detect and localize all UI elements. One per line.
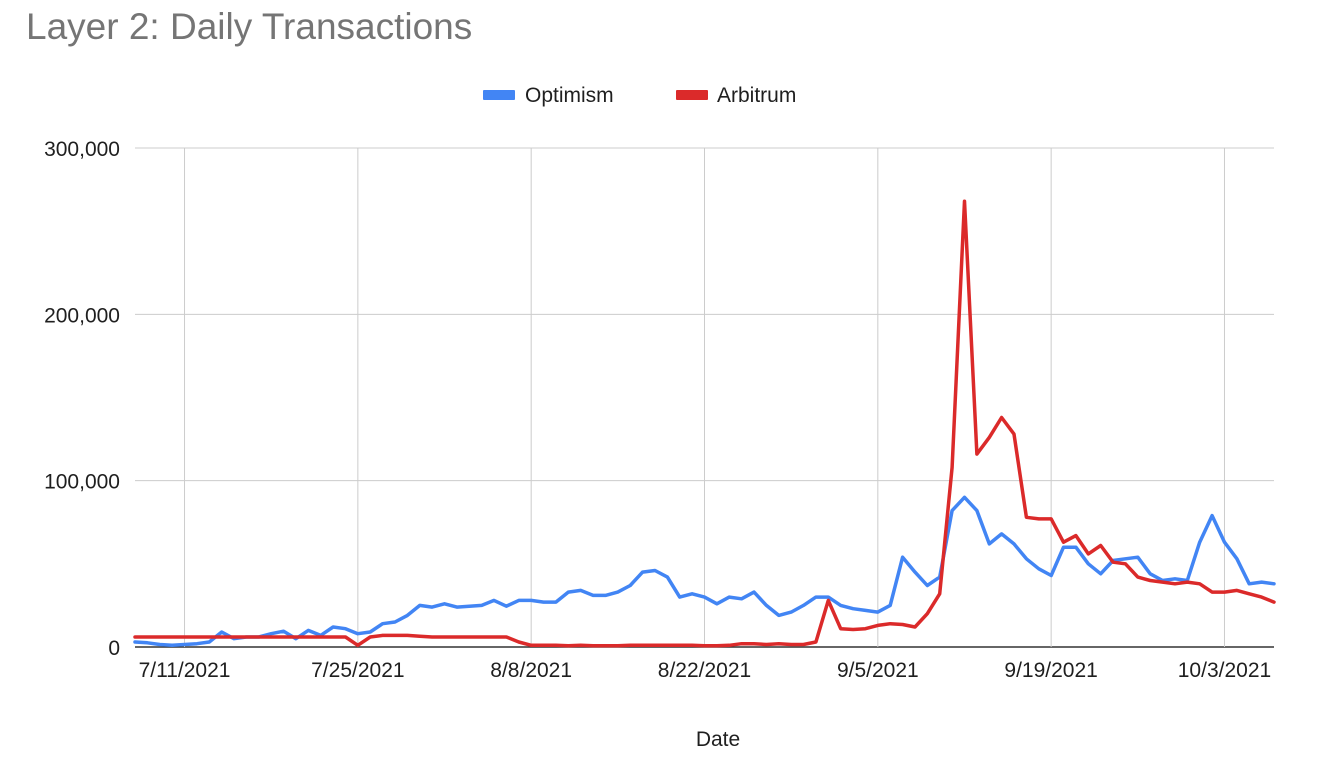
chart-title: Layer 2: Daily Transactions (26, 6, 473, 47)
x-tick-label: 9/5/2021 (837, 659, 919, 682)
y-tick-label: 100,000 (44, 471, 120, 494)
legend-label-optimism: Optimism (525, 84, 614, 107)
y-tick-label: 200,000 (44, 304, 120, 327)
series-lines (133, 199, 1276, 648)
legend: Optimism Arbitrum (483, 84, 796, 107)
y-tick-label: 0 (108, 637, 120, 660)
x-tick-label: 10/3/2021 (1178, 659, 1271, 682)
series-line-arbitrum (133, 199, 1276, 648)
legend-label-arbitrum: Arbitrum (717, 84, 796, 107)
legend-swatch-arbitrum (676, 90, 708, 100)
x-tick-label: 8/8/2021 (490, 659, 572, 682)
legend-swatch-optimism (483, 90, 515, 100)
x-tick-label: 7/11/2021 (139, 659, 231, 682)
y-tick-label: 300,000 (44, 138, 120, 161)
gridlines (135, 147, 1274, 648)
x-tick-label: 8/22/2021 (658, 659, 751, 682)
x-tick-label: 7/25/2021 (311, 659, 404, 682)
x-tick-label: 9/19/2021 (1004, 659, 1097, 682)
series-line-optimism (133, 495, 1276, 648)
y-axis-tick-labels: 0 100,000 200,000 300,000 (44, 138, 120, 660)
x-axis-tick-labels: 7/11/2021 7/25/2021 8/8/2021 8/22/2021 9/5/2… (139, 659, 1272, 682)
x-axis-title: Date (696, 728, 740, 751)
